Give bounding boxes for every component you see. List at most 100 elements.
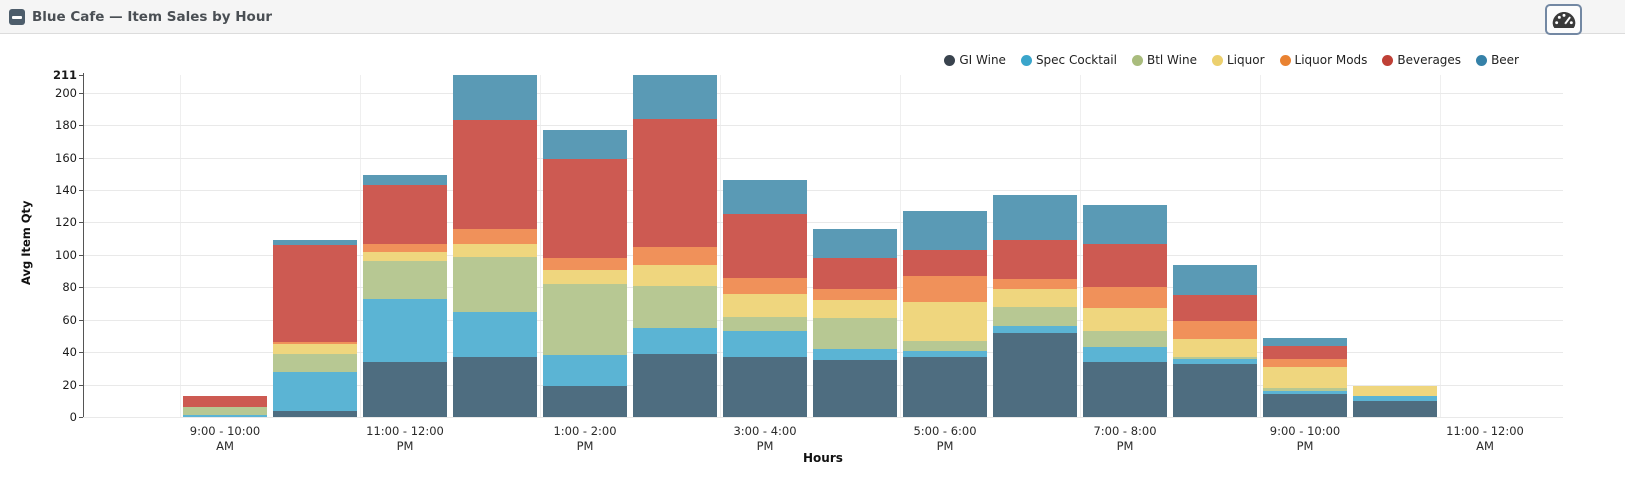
gauge-button[interactable] (1545, 4, 1582, 35)
bar-segment-liquor-mods[interactable] (1263, 358, 1347, 367)
bar-segment-liquor[interactable] (453, 243, 537, 257)
bar-segment-spec-cocktail[interactable] (543, 355, 627, 387)
bar-segment-liquor-mods[interactable] (543, 258, 627, 270)
bar-segment-liquor[interactable] (813, 300, 897, 319)
bar-segment-gi-wine[interactable] (993, 332, 1077, 417)
bar-segment-beverages[interactable] (633, 118, 717, 247)
bar-segment-liquor[interactable] (633, 264, 717, 286)
bar-segment-btl-wine[interactable] (453, 256, 537, 312)
legend-item-spec-cocktail[interactable]: Spec Cocktail (1020, 53, 1117, 67)
bar-segment-gi-wine[interactable] (453, 357, 537, 417)
bar-segment-spec-cocktail[interactable] (723, 331, 807, 358)
bar-segment-liquor[interactable] (1173, 339, 1257, 358)
bar-segment-liquor-mods[interactable] (453, 228, 537, 244)
bar-segment-liquor[interactable] (1083, 308, 1167, 332)
bar-segment-btl-wine[interactable] (273, 353, 357, 372)
bar-segment-beverages[interactable] (363, 185, 447, 244)
bar-segment-beer[interactable] (1083, 204, 1167, 244)
bar-segment-liquor[interactable] (903, 301, 987, 341)
bar-segment-beverages[interactable] (453, 120, 537, 229)
bar-segment-beverages[interactable] (273, 245, 357, 343)
bar-segment-spec-cocktail[interactable] (1263, 391, 1347, 395)
bar-segment-liquor-mods[interactable] (813, 288, 897, 301)
bar-segment-spec-cocktail[interactable] (1173, 358, 1257, 364)
legend-item-liquor-mods[interactable]: Liquor Mods (1279, 53, 1367, 67)
bar-segment-beer[interactable] (723, 180, 807, 215)
bar-segment-liquor-mods[interactable] (1173, 321, 1257, 340)
bar-segment-liquor-mods[interactable] (723, 277, 807, 294)
bar-segment-beverages[interactable] (903, 250, 987, 276)
bar-segment-beer[interactable] (273, 240, 357, 246)
bar-segment-beer[interactable] (993, 194, 1077, 241)
bar-segment-liquor-mods[interactable] (1083, 287, 1167, 309)
bar-segment-beverages[interactable] (1083, 243, 1167, 288)
bar-segment-beverages[interactable] (1173, 295, 1257, 322)
bar-segment-btl-wine[interactable] (1263, 387, 1347, 392)
bar-segment-beer[interactable] (453, 75, 537, 121)
bar-segment-liquor[interactable] (723, 293, 807, 317)
bar-segment-btl-wine[interactable] (723, 316, 807, 332)
bar-segment-spec-cocktail[interactable] (363, 298, 447, 362)
bar-segment-beer[interactable] (1173, 264, 1257, 296)
bar-segment-liquor[interactable] (1353, 386, 1437, 396)
bar-segment-spec-cocktail[interactable] (453, 311, 537, 358)
bar-segment-beverages[interactable] (543, 159, 627, 259)
legend-item-beverages[interactable]: Beverages (1382, 53, 1461, 67)
bar-segment-liquor-mods[interactable] (273, 342, 357, 345)
bar-segment-liquor[interactable] (273, 344, 357, 354)
bar-segment-spec-cocktail[interactable] (273, 371, 357, 411)
bar-segment-gi-wine[interactable] (1083, 361, 1167, 417)
bar-segment-gi-wine[interactable] (1353, 400, 1437, 417)
bar-segment-beer[interactable] (363, 175, 447, 186)
bar-segment-gi-wine[interactable] (1173, 363, 1257, 417)
bar-segment-btl-wine[interactable] (1083, 331, 1167, 348)
bar-segment-btl-wine[interactable] (903, 340, 987, 351)
bar-segment-btl-wine[interactable] (543, 284, 627, 356)
x-tick-label: 1:00 - 2:00 PM (553, 424, 617, 453)
bar-segment-spec-cocktail[interactable] (1083, 347, 1167, 362)
bar-segment-btl-wine[interactable] (363, 261, 447, 299)
bar-segment-btl-wine[interactable] (633, 285, 717, 328)
bar-segment-beverages[interactable] (813, 258, 897, 289)
legend-item-gi-wine[interactable]: GI Wine (944, 53, 1006, 67)
bar-segment-beverages[interactable] (723, 214, 807, 278)
bar-segment-gi-wine[interactable] (363, 361, 447, 417)
bar-segment-gi-wine[interactable] (543, 386, 627, 417)
bar-segment-liquor-mods[interactable] (633, 246, 717, 265)
bar-segment-liquor[interactable] (363, 251, 447, 262)
bar-segment-spec-cocktail[interactable] (813, 348, 897, 361)
bar-segment-gi-wine[interactable] (723, 357, 807, 417)
bar-segment-beer[interactable] (903, 211, 987, 251)
bar-segment-beer[interactable] (1263, 337, 1347, 346)
bar-segment-liquor[interactable] (543, 269, 627, 285)
bar-segment-beer[interactable] (813, 228, 897, 259)
bar-segment-liquor[interactable] (1263, 366, 1347, 388)
bar-segment-liquor-mods[interactable] (363, 243, 447, 252)
bar-segment-spec-cocktail[interactable] (993, 326, 1077, 333)
bar-segment-spec-cocktail[interactable] (1353, 395, 1437, 401)
bar-segment-btl-wine[interactable] (183, 407, 267, 416)
bar-segment-liquor-mods[interactable] (903, 275, 987, 302)
bar-segment-liquor-mods[interactable] (993, 279, 1077, 289)
bar-segment-spec-cocktail[interactable] (633, 327, 717, 354)
bar-segment-gi-wine[interactable] (813, 360, 897, 417)
bar-segment-gi-wine[interactable] (1263, 394, 1347, 417)
bar-segment-beer[interactable] (633, 75, 717, 119)
bar-segment-btl-wine[interactable] (813, 318, 897, 349)
bar-segment-beverages[interactable] (993, 240, 1077, 280)
bar-segment-beverages[interactable] (183, 395, 267, 408)
bar-segment-spec-cocktail[interactable] (903, 350, 987, 357)
bar-segment-spec-cocktail[interactable] (183, 415, 267, 417)
legend-item-btl-wine[interactable]: Btl Wine (1131, 53, 1197, 67)
legend-item-beer[interactable]: Beer (1476, 53, 1519, 67)
bar-segment-liquor[interactable] (993, 288, 1077, 307)
legend-item-liquor[interactable]: Liquor (1211, 53, 1265, 67)
bar-segment-gi-wine[interactable] (633, 353, 717, 417)
collapse-button[interactable] (9, 9, 25, 25)
bar-segment-beverages[interactable] (1263, 345, 1347, 359)
bar-segment-gi-wine[interactable] (903, 357, 987, 417)
bar-segment-btl-wine[interactable] (1173, 357, 1257, 359)
bar-segment-beer[interactable] (543, 130, 627, 160)
bar-segment-btl-wine[interactable] (993, 306, 1077, 327)
bar-segment-gi-wine[interactable] (273, 410, 357, 417)
